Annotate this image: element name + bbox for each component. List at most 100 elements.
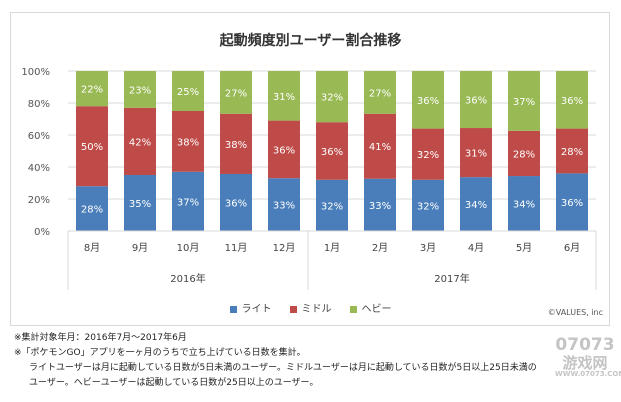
data-label: 33% [273,201,295,212]
stacked-bar-chart: 0% 20% 40% 60% 80% 100% 28% 50% 22% 8月 35% 42% 23% 9月… [21,67,597,290]
data-label: 25% [177,87,199,98]
bar-segment [556,128,588,174]
data-label: 36% [417,96,439,107]
legend-item-heavy: ヘビー [349,300,392,315]
bar-segment [460,128,492,178]
data-label: 38% [177,137,199,148]
x-tick-label: 5月 [516,242,532,254]
bar-segment [412,179,444,231]
data-label: 34% [465,200,487,211]
data-label: 28% [513,149,535,160]
bar-segment [124,175,156,231]
x-tick-label: 11月 [225,242,248,254]
bar-segment [124,71,156,108]
data-label: 36% [273,145,295,156]
data-label: 41% [369,142,391,153]
legend-swatch-heavy [349,305,357,313]
chart-title: 起動頻度別ユーザー割合推移 [219,33,402,49]
data-label: 36% [465,96,487,107]
year-label: 2017年 [434,272,469,285]
data-label: 28% [81,205,103,216]
legend-label: ミドル [301,304,332,315]
x-tick-label: 1月 [324,242,340,254]
data-label: 32% [321,93,343,104]
watermark-logo: 07073 游戏网 WWW.07073.COM [555,335,621,379]
data-label: 32% [417,201,439,212]
bar-segment [172,111,204,172]
x-tick-label: 3月 [420,242,436,254]
note-method: ※「ポケモンGO」アプリを一ヶ月のうちで立ち上げている日数を集計。 [14,348,306,358]
y-tick-label: 20% [28,195,50,206]
y-tick-label: 100% [21,67,50,78]
y-tick-label: 40% [28,163,50,174]
bar-segment [316,179,348,231]
bar-segment [76,106,108,187]
data-label: 50% [81,142,103,153]
data-label: 31% [465,149,487,160]
bar-segment [76,186,108,231]
legend-swatch-light [229,305,237,313]
x-tick-label: 4月 [468,242,484,254]
data-label: 36% [321,147,343,158]
data-label: 27% [369,88,391,99]
notes: ※集計対象年月：2016年7月～2017年6月 ※「ポケモンGO」アプリを一ヶ月… [14,331,549,391]
bar-segment [364,178,396,231]
bar-segment [412,71,444,129]
watermark-text: 游戏网 [562,353,608,372]
watermark-text: WWW.07073.COM [555,370,621,379]
bar-segment [460,177,492,231]
bar-segment [220,71,252,114]
data-label: 32% [321,201,343,212]
bar-segment [556,71,588,129]
bar-segment [124,107,156,175]
data-label: 34% [513,200,535,211]
bar-segment [76,71,108,107]
legend-item-middle: ミドル [289,300,332,315]
data-label: 42% [129,137,151,148]
bar-segment [460,71,492,129]
bar-segment [508,176,540,231]
legend-label: ライト [241,304,272,315]
bar-segment [556,173,588,231]
data-label: 36% [561,198,583,209]
legend-swatch-middle [289,305,297,313]
bar-segment [508,71,540,131]
watermark-text: 07073 [555,335,615,355]
year-label: 2016年 [170,272,205,285]
data-label: 37% [177,197,199,208]
legend-item-light: ライト [229,300,272,315]
note-definition-1: ライトユーザーは月に起動している日数が5日未満のユーザー。ミドルユーザーは月に起… [29,363,537,373]
data-label: 27% [225,88,247,99]
bar-segment [508,130,540,177]
bar-segment [364,71,396,114]
x-tick-label: 2月 [372,242,388,254]
y-tick-label: 80% [28,99,50,110]
data-label: 37% [513,97,535,108]
data-label: 36% [225,198,247,209]
bar-segment [268,71,300,121]
bar-segment [172,171,204,231]
data-label: 22% [81,85,103,96]
data-label: 36% [561,96,583,107]
credit: ©VALUES, inc [547,308,603,317]
bar-segment [364,113,396,179]
data-label: 38% [225,140,247,151]
note-period: ※集計対象年月：2016年7月～2017年6月 [14,333,187,343]
bar-segment [220,173,252,231]
x-tick-label: 9月 [132,242,148,254]
data-label: 28% [561,147,583,158]
legend-label: ヘビー [361,304,392,315]
data-label: 31% [273,92,295,103]
bar-segment [316,71,348,123]
bar-segment [316,122,348,180]
data-label: 33% [369,201,391,212]
data-label: 32% [417,150,439,161]
x-tick-label: 8月 [84,242,100,254]
data-label: 35% [129,199,151,210]
x-tick-label: 6月 [564,242,580,254]
legend: ライト ミドル ヘビー [0,300,621,315]
bar-segment [412,128,444,180]
bar-segment [268,120,300,179]
y-tick-label: 0% [34,227,50,238]
data-label: 23% [129,85,151,96]
